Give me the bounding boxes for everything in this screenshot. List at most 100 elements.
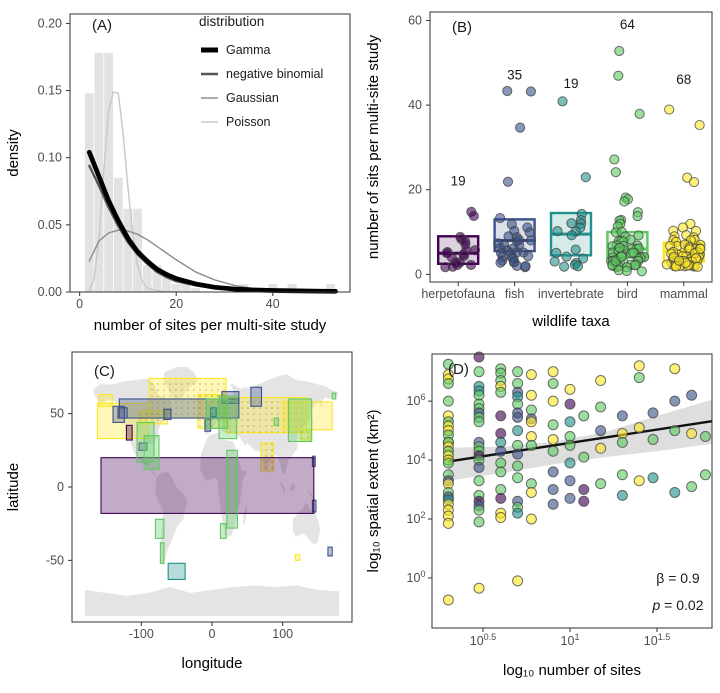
jitter-points-invertebrate (549, 96, 591, 272)
data-point (570, 244, 581, 255)
legend-entry-label: negative binomial (226, 67, 323, 81)
data-point (525, 513, 537, 525)
histogram-bar (142, 265, 152, 292)
data-point (595, 401, 607, 413)
data-point (495, 466, 507, 478)
data-point (628, 247, 639, 258)
data-point (525, 369, 537, 381)
study-extent-rect (250, 386, 263, 407)
data-point (694, 119, 705, 131)
panel-border (431, 353, 713, 629)
data-point (473, 475, 485, 487)
panel-letter-c: (C) (94, 363, 115, 380)
study-extent-rect (210, 407, 217, 418)
data-point (610, 167, 621, 178)
histogram-bars (84, 52, 336, 292)
continent-shape (84, 585, 340, 617)
study-extent-rect (163, 408, 172, 421)
tick-label: 0 (57, 480, 64, 494)
category-label: invertebrate (538, 287, 604, 301)
data-point (564, 383, 576, 395)
data-point (690, 253, 701, 264)
data-point (686, 481, 698, 493)
data-point (595, 375, 607, 387)
data-point (512, 366, 524, 378)
x-tick-label: 101 (561, 632, 580, 648)
extent-rects-mammal (96, 377, 333, 561)
legend: distribution Gamma negative binomial Gaussi… (199, 14, 323, 129)
data-point (566, 230, 577, 241)
panel-d: 100.5 101 101.5 100 102 104 106 log₁₀ number of… (360, 346, 720, 693)
data-point (632, 210, 643, 222)
data-point (578, 451, 590, 463)
y-axis-title: density (5, 129, 22, 177)
study-extent-rect-dots (226, 397, 307, 433)
poisson-curve (88, 91, 177, 293)
beta-annotation: β = 0.9 (656, 570, 700, 586)
tick-label: 40 (266, 297, 280, 311)
histogram-bar (162, 275, 171, 292)
histogram-bar (191, 287, 200, 292)
data-point (595, 442, 607, 454)
data-point (661, 259, 672, 270)
data-point (616, 410, 628, 422)
histogram-bar (113, 177, 123, 292)
data-point (686, 389, 698, 401)
data-point (502, 85, 513, 97)
histogram-bar (84, 93, 94, 292)
data-point (495, 257, 506, 268)
data-point (699, 430, 711, 442)
data-point (547, 445, 559, 457)
histogram-bar (287, 283, 297, 292)
data-point (564, 457, 576, 469)
data-point (442, 457, 454, 469)
data-point (609, 154, 620, 165)
data-point (468, 210, 479, 222)
tick-label: 0.00 (38, 285, 62, 299)
data-point (442, 594, 454, 606)
category-label: fish (505, 287, 524, 301)
data-point (633, 230, 644, 241)
x-tick-label: 101.5 (644, 632, 670, 648)
tick-label: 0 (76, 297, 83, 311)
data-point (578, 495, 590, 507)
x-axis-title: longitude (182, 655, 243, 672)
data-point (473, 416, 485, 428)
study-extent-rect (226, 449, 239, 529)
y-axis-title: latitude (5, 463, 22, 511)
data-point (692, 261, 703, 272)
data-point (525, 235, 537, 246)
study-extent-rect (112, 405, 125, 423)
continent-shape (279, 479, 286, 495)
data-point (647, 433, 659, 445)
p-value-annotation: p = 0.02 (652, 597, 704, 613)
study-extent-rect (100, 457, 315, 514)
data-point (469, 245, 481, 256)
study-extent-rect (159, 542, 165, 564)
continent-shape (199, 432, 249, 538)
y-tick-label: 102 (407, 510, 426, 526)
data-point (633, 475, 645, 487)
jitter-points-fish (493, 85, 537, 273)
jitter-points-mammal (661, 104, 706, 272)
data-point (634, 108, 645, 120)
data-point (695, 243, 706, 255)
count-label: 64 (620, 17, 636, 32)
data-point (511, 260, 523, 271)
count-label: 35 (507, 68, 522, 83)
data-point (525, 389, 537, 401)
tick-label: 0 (209, 627, 216, 641)
data-point (595, 478, 607, 490)
y-tick-label: 100 (407, 569, 426, 585)
data-point (669, 395, 681, 407)
data-point (447, 261, 458, 272)
data-point (669, 363, 681, 375)
panel-letter-a: (A) (92, 17, 112, 34)
panel-letter-b: (B) (452, 19, 472, 36)
data-point (547, 498, 559, 510)
study-extent-rect (138, 442, 148, 451)
tick-label: -100 (129, 627, 154, 641)
tick-label: 0.05 (38, 218, 62, 232)
data-point (442, 395, 454, 407)
